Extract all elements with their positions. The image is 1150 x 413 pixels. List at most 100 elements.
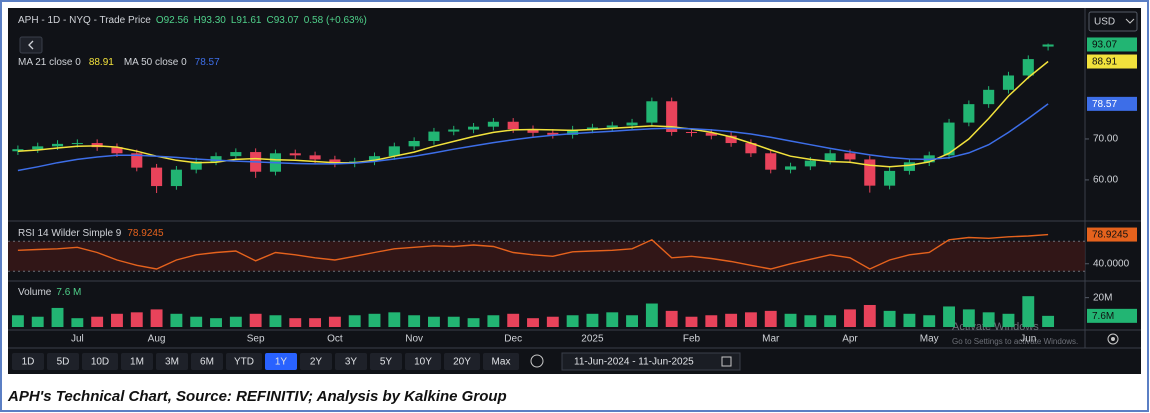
volume-bar <box>150 309 163 327</box>
candle-body <box>1022 59 1034 76</box>
volume-bar <box>507 313 520 327</box>
candle-body <box>527 129 539 133</box>
candle-body <box>190 161 202 170</box>
candle-body <box>586 127 598 130</box>
range-button-label[interactable]: 3Y <box>345 357 358 368</box>
price-change: 0.58 (+0.63%) <box>304 15 367 26</box>
candle-body <box>289 153 301 156</box>
volume-bar <box>348 315 361 327</box>
x-tick-label: Aug <box>148 334 166 345</box>
range-button[interactable] <box>82 353 118 370</box>
legend: RSI 14 Wilder Simple 9 78.9245 <box>18 228 164 239</box>
volume-bar <box>111 313 123 327</box>
range-button-label[interactable]: 1Y <box>275 357 288 368</box>
moving-average-line <box>17 60 1049 168</box>
rsi-badge-label: 78.9245 <box>1092 230 1129 241</box>
range-button-label[interactable]: Max <box>492 357 511 368</box>
candle-body <box>329 159 341 164</box>
candle-body <box>111 147 123 154</box>
ohlc-value: C93.07 <box>266 15 299 26</box>
ma0-badge <box>1087 54 1137 69</box>
candle-body <box>963 104 975 123</box>
range-button[interactable] <box>191 353 223 370</box>
y-tick-label: 60.00 <box>1093 175 1118 186</box>
candle-body <box>646 101 658 123</box>
range-button-label[interactable]: 6M <box>200 357 214 368</box>
volume-bar <box>130 312 143 327</box>
range-button-label[interactable]: 5D <box>57 357 70 368</box>
candle-body <box>844 153 856 160</box>
x-tick-label: Oct <box>327 334 343 345</box>
volume-bar <box>309 318 322 327</box>
currency[interactable]: USD <box>1094 17 1115 28</box>
dropdown-icon <box>1125 18 1135 24</box>
x-tick-label: Apr <box>842 334 858 345</box>
legend: Volume 7.6 M <box>18 287 81 298</box>
candle-body <box>1042 44 1054 47</box>
volume-bar <box>824 315 837 327</box>
settings-icon[interactable] <box>1107 333 1119 345</box>
range-button[interactable] <box>444 353 480 370</box>
volume-bar <box>527 318 539 327</box>
volume-bar <box>626 315 638 327</box>
candle-body <box>507 121 519 130</box>
volume-bar <box>566 315 579 327</box>
volume-bar <box>962 309 975 327</box>
close-badge-label: 93.07 <box>1092 40 1117 51</box>
range-button[interactable] <box>483 353 519 370</box>
date-range-box[interactable] <box>561 352 741 371</box>
volume-bar <box>428 316 440 327</box>
volume-bar <box>190 316 203 327</box>
volume-bar <box>586 313 599 327</box>
range-button[interactable] <box>335 353 367 370</box>
range-button-label[interactable]: 10Y <box>414 357 432 368</box>
range-button[interactable] <box>265 353 297 370</box>
range-button[interactable] <box>370 353 402 370</box>
range-button[interactable] <box>47 353 79 370</box>
currency-selector[interactable] <box>1088 11 1138 32</box>
volume-bar <box>170 313 183 327</box>
moving-average-line <box>17 103 1049 172</box>
ma1-badge-label: 78.57 <box>1092 99 1117 110</box>
range-button-label[interactable]: 2Y <box>310 357 323 368</box>
close-badge <box>1087 37 1137 52</box>
add-range-icon[interactable] <box>530 354 544 368</box>
range-button[interactable] <box>226 353 262 370</box>
volume-badge-label: 7.6M <box>1092 311 1114 322</box>
volume-bar <box>764 310 777 327</box>
range-button[interactable] <box>300 353 332 370</box>
candle-body <box>408 141 420 147</box>
range-button-label[interactable]: 10D <box>91 357 109 368</box>
date-range[interactable]: 11-Jun-2024 - 11-Jun-2025 <box>574 357 694 368</box>
range-button[interactable] <box>405 353 441 370</box>
ma1-badge <box>1087 96 1137 111</box>
candle-body <box>368 156 381 162</box>
volume-bar <box>467 318 480 327</box>
candle-body <box>666 101 678 132</box>
range-button[interactable] <box>12 353 44 370</box>
volume-bar <box>725 313 738 327</box>
range-button-label[interactable]: 1M <box>130 357 144 368</box>
ohlc-value: L91.61 <box>231 15 262 26</box>
volume-bar <box>368 313 381 327</box>
candle-body <box>804 160 816 167</box>
range-button[interactable] <box>156 353 188 370</box>
volume-bar <box>804 315 817 327</box>
range-button-label[interactable]: 20Y <box>453 357 471 368</box>
legend-value: 78.9245 <box>127 228 164 239</box>
volume-bar <box>863 304 876 327</box>
candle-body <box>626 122 638 126</box>
collapse-button[interactable] <box>19 36 43 54</box>
range-button-label[interactable]: YTD <box>234 357 254 368</box>
range-button-label[interactable]: 3M <box>165 357 179 368</box>
range-button[interactable] <box>121 353 153 370</box>
candle-body <box>151 167 163 187</box>
range-button-label[interactable]: 5Y <box>380 357 393 368</box>
range-button-label[interactable]: 1D <box>22 357 35 368</box>
volume-bar <box>705 315 718 327</box>
volume-bar <box>289 318 302 327</box>
volume-bar <box>91 316 104 327</box>
legend-value: 7.6 M <box>56 287 81 298</box>
